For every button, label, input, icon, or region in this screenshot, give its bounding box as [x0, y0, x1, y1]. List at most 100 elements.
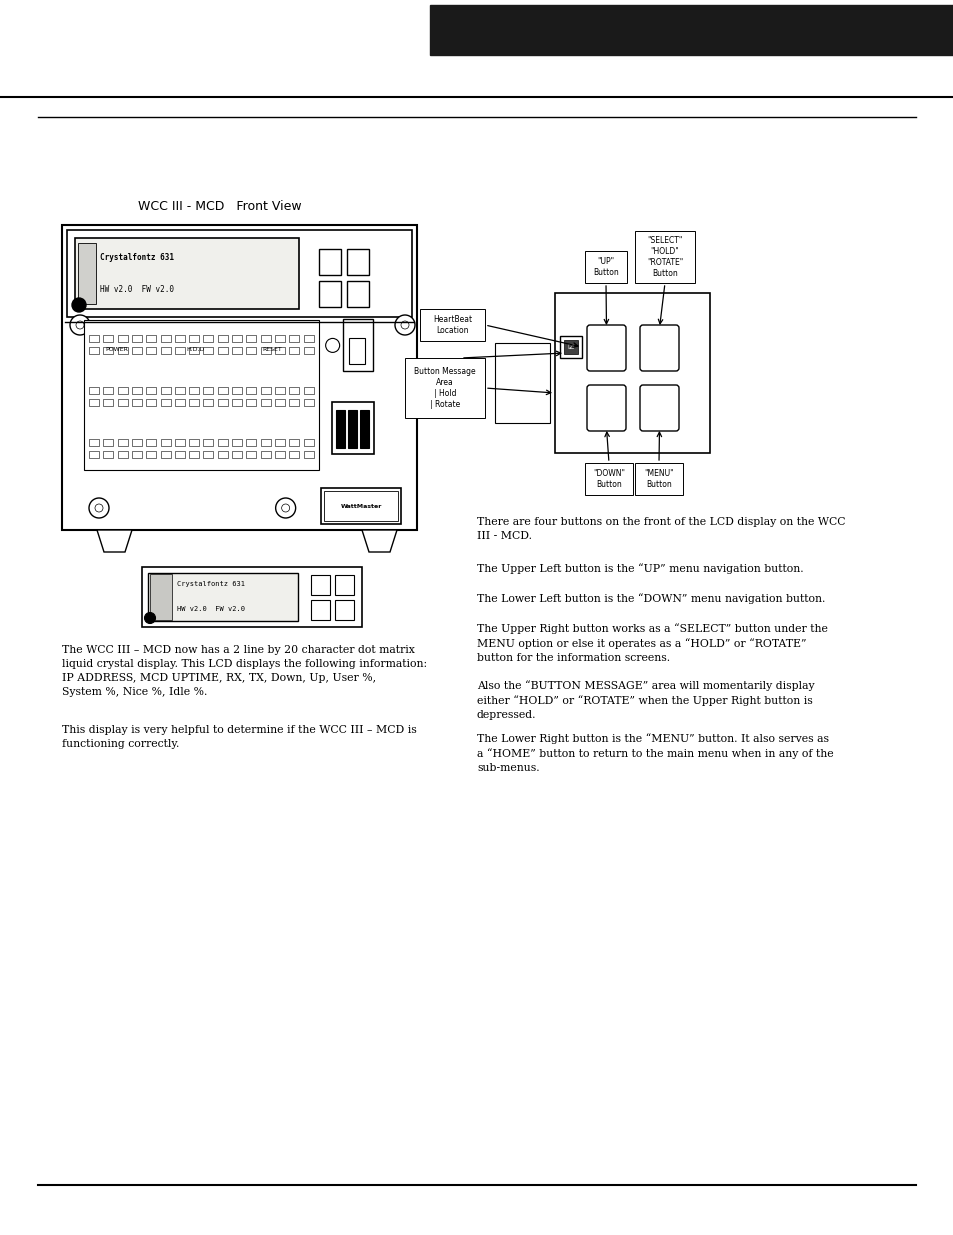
Bar	[103, 399, 113, 406]
Bar	[274, 335, 285, 342]
Bar	[148, 573, 297, 621]
Bar	[274, 387, 285, 394]
Bar	[132, 335, 142, 342]
Bar	[347, 282, 369, 308]
Bar	[103, 387, 113, 394]
Bar	[160, 438, 171, 446]
Bar	[342, 320, 373, 372]
Bar	[303, 387, 314, 394]
Circle shape	[95, 504, 103, 513]
Bar	[117, 399, 128, 406]
Polygon shape	[97, 530, 132, 552]
Bar	[146, 451, 156, 458]
Bar	[635, 231, 695, 283]
Text: There are four buttons on the front of the LCD display on the WCC
III - MCD.: There are four buttons on the front of t…	[476, 517, 844, 541]
Bar	[289, 438, 299, 446]
Bar	[89, 335, 99, 342]
Polygon shape	[361, 530, 396, 552]
Bar	[217, 347, 228, 354]
Bar	[419, 309, 484, 341]
Text: HW v2.0  FW v2.0: HW v2.0 FW v2.0	[177, 606, 245, 613]
Bar	[89, 438, 99, 446]
Bar	[232, 347, 242, 354]
Bar	[132, 387, 142, 394]
Bar	[274, 451, 285, 458]
Bar	[160, 451, 171, 458]
Bar	[289, 335, 299, 342]
Circle shape	[173, 343, 184, 354]
Bar	[89, 347, 99, 354]
Bar	[217, 451, 228, 458]
Bar	[150, 574, 172, 620]
Text: "MENU"
Button: "MENU" Button	[643, 469, 673, 489]
Bar	[217, 438, 228, 446]
Bar	[348, 410, 356, 448]
Bar	[174, 438, 185, 446]
Bar	[563, 340, 578, 354]
Text: WattMaster: WattMaster	[340, 504, 381, 509]
Bar	[260, 451, 271, 458]
Bar	[318, 249, 340, 275]
Text: "DOWN"
Button: "DOWN" Button	[593, 469, 624, 489]
Bar	[246, 451, 256, 458]
Text: The Lower Right button is the “MENU” button. It also serves as
a “HOME” button t: The Lower Right button is the “MENU” but…	[476, 734, 833, 773]
Bar	[289, 451, 299, 458]
Circle shape	[395, 315, 415, 335]
Bar	[246, 347, 256, 354]
Text: RESET: RESET	[262, 347, 281, 352]
Bar	[260, 438, 271, 446]
Bar	[555, 293, 709, 453]
Bar	[232, 387, 242, 394]
Bar	[160, 387, 171, 394]
Bar	[189, 335, 199, 342]
Bar	[203, 451, 213, 458]
Bar	[203, 347, 213, 354]
Bar	[203, 399, 213, 406]
Bar	[232, 399, 242, 406]
Bar	[84, 320, 318, 471]
Bar	[117, 387, 128, 394]
Text: Crystalfontz 631: Crystalfontz 631	[100, 253, 173, 262]
Bar	[246, 335, 256, 342]
Bar	[189, 451, 199, 458]
Text: The Upper Left button is the “UP” menu navigation button.: The Upper Left button is the “UP” menu n…	[476, 563, 802, 574]
Bar	[217, 399, 228, 406]
FancyBboxPatch shape	[639, 325, 679, 370]
Bar	[189, 387, 199, 394]
Bar	[232, 438, 242, 446]
Circle shape	[281, 504, 290, 513]
Circle shape	[89, 498, 109, 517]
Bar	[303, 438, 314, 446]
Bar	[311, 600, 330, 620]
Bar	[103, 335, 113, 342]
Bar	[87, 338, 316, 359]
Bar	[174, 387, 185, 394]
Text: HeartBeat
Location: HeartBeat Location	[433, 315, 472, 335]
Circle shape	[76, 321, 84, 329]
Bar	[103, 347, 113, 354]
Circle shape	[71, 298, 86, 312]
Bar	[274, 399, 285, 406]
Bar	[260, 335, 271, 342]
Text: HW v2.0  FW v2.0: HW v2.0 FW v2.0	[100, 284, 173, 294]
Bar	[132, 399, 142, 406]
Bar	[274, 347, 285, 354]
Bar	[303, 399, 314, 406]
Bar	[246, 399, 256, 406]
Bar	[321, 488, 400, 524]
Bar	[67, 230, 412, 317]
Bar	[584, 463, 633, 495]
Bar	[347, 249, 369, 275]
Text: POWER: POWER	[106, 347, 129, 352]
Bar	[203, 438, 213, 446]
Bar	[635, 463, 682, 495]
Bar	[117, 438, 128, 446]
Bar	[246, 387, 256, 394]
Bar	[332, 401, 374, 453]
Bar	[324, 492, 397, 521]
Bar	[303, 347, 314, 354]
Bar	[103, 451, 113, 458]
Bar	[89, 399, 99, 406]
Bar	[146, 347, 156, 354]
Text: "UP"
Button: "UP" Button	[593, 257, 618, 277]
